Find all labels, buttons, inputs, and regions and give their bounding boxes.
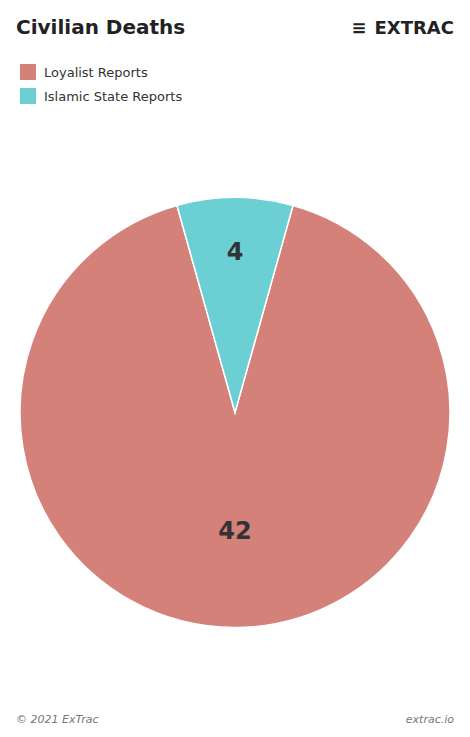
- footer-left: © 2021 ExTrac: [16, 713, 99, 726]
- legend-item: Islamic State Reports: [20, 88, 182, 104]
- header-logo: EXTRAC ≡: [351, 17, 454, 38]
- legend-label: Islamic State Reports: [44, 89, 182, 104]
- data-labels: 42 4: [218, 238, 251, 546]
- chart-canvas: Civilian Deaths EXTRAC ≡ © 2021 ExTrac extra…: [0, 0, 470, 737]
- pie: [20, 198, 450, 628]
- legend-swatch: [20, 88, 36, 104]
- pie-slice: [177, 198, 293, 413]
- legend: Loyalist Reports Islamic State Reports: [20, 64, 182, 104]
- chart-title: Civilian Deaths: [16, 15, 185, 39]
- legend-item: Loyalist Reports: [20, 64, 148, 80]
- legend-label: Loyalist Reports: [44, 65, 148, 80]
- legend-swatch: [20, 64, 36, 80]
- data-label: 42: [218, 517, 251, 545]
- logo-glyph: ≡: [351, 17, 366, 38]
- data-label: 4: [227, 238, 244, 266]
- footer-right: extrac.io: [406, 713, 454, 726]
- logo-text: EXTRAC: [375, 17, 454, 38]
